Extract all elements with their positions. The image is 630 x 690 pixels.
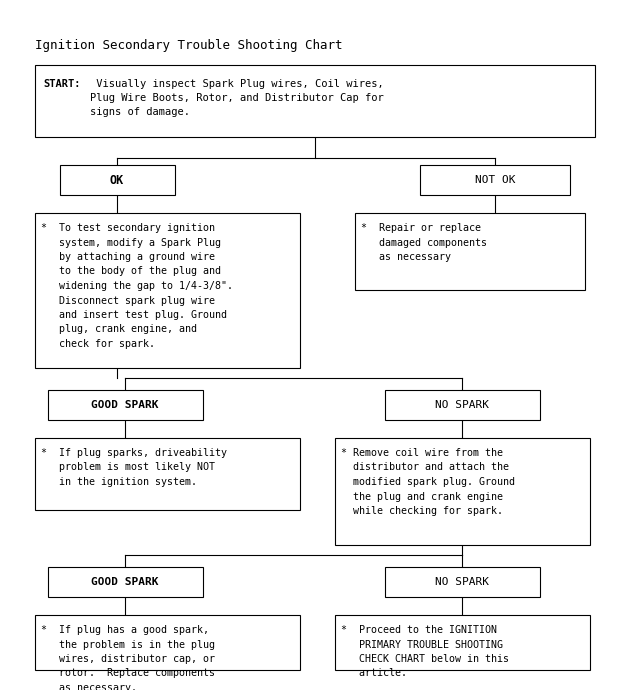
Text: *  Repair or replace: * Repair or replace: [361, 223, 481, 233]
Text: the plug and crank engine: the plug and crank engine: [341, 491, 503, 502]
Bar: [335, 615, 590, 670]
Bar: [35, 213, 300, 368]
Text: Disconnect spark plug wire: Disconnect spark plug wire: [41, 295, 215, 306]
Bar: [35, 438, 300, 510]
Text: *  Proceed to the IGNITION: * Proceed to the IGNITION: [341, 625, 497, 635]
Text: * Remove coil wire from the: * Remove coil wire from the: [341, 448, 503, 458]
Text: check for spark.: check for spark.: [41, 339, 155, 349]
Text: and insert test plug. Ground: and insert test plug. Ground: [41, 310, 227, 320]
Bar: [420, 165, 570, 195]
Text: GOOD SPARK: GOOD SPARK: [91, 577, 159, 587]
Text: modified spark plug. Ground: modified spark plug. Ground: [341, 477, 515, 487]
Text: Visually inspect Spark Plug wires, Coil wires,: Visually inspect Spark Plug wires, Coil …: [90, 79, 384, 89]
Text: problem is most likely NOT: problem is most likely NOT: [41, 462, 215, 473]
Text: *  If plug sparks, driveability: * If plug sparks, driveability: [41, 448, 227, 458]
Text: plug, crank engine, and: plug, crank engine, and: [41, 324, 197, 335]
Text: to the body of the plug and: to the body of the plug and: [41, 266, 221, 277]
Text: as necessary: as necessary: [361, 252, 451, 262]
Bar: [35, 615, 300, 670]
Bar: [385, 390, 540, 420]
Text: article.: article.: [341, 669, 407, 678]
Text: system, modify a Spark Plug: system, modify a Spark Plug: [41, 237, 221, 248]
Text: OK: OK: [110, 173, 124, 186]
Text: Ignition Secondary Trouble Shooting Chart: Ignition Secondary Trouble Shooting Char…: [35, 39, 343, 52]
Text: widening the gap to 1/4-3/8".: widening the gap to 1/4-3/8".: [41, 281, 233, 291]
Text: PRIMARY TROUBLE SHOOTING: PRIMARY TROUBLE SHOOTING: [341, 640, 503, 649]
Text: rotor.  Replace components: rotor. Replace components: [41, 669, 215, 678]
Bar: [335, 438, 590, 545]
Text: wires, distributor cap, or: wires, distributor cap, or: [41, 654, 215, 664]
Text: in the ignition system.: in the ignition system.: [41, 477, 197, 487]
Bar: [385, 567, 540, 597]
Text: START:: START:: [43, 79, 81, 89]
Bar: [35, 65, 595, 137]
Text: NOT OK: NOT OK: [475, 175, 515, 185]
Text: while checking for spark.: while checking for spark.: [341, 506, 503, 516]
Text: signs of damage.: signs of damage.: [90, 107, 190, 117]
Bar: [48, 567, 203, 597]
Text: the problem is in the plug: the problem is in the plug: [41, 640, 215, 649]
Text: damaged components: damaged components: [361, 237, 487, 248]
Bar: [355, 213, 585, 290]
Text: CHECK CHART below in this: CHECK CHART below in this: [341, 654, 509, 664]
Text: *  To test secondary ignition: * To test secondary ignition: [41, 223, 215, 233]
Text: NO SPARK: NO SPARK: [435, 577, 489, 587]
Bar: [60, 165, 175, 195]
Text: distributor and attach the: distributor and attach the: [341, 462, 509, 473]
Text: NO SPARK: NO SPARK: [435, 400, 489, 410]
Bar: [48, 390, 203, 420]
Text: *  If plug has a good spark,: * If plug has a good spark,: [41, 625, 209, 635]
Text: Plug Wire Boots, Rotor, and Distributor Cap for: Plug Wire Boots, Rotor, and Distributor …: [90, 93, 384, 103]
Text: as necessary.: as necessary.: [41, 683, 137, 690]
Text: by attaching a ground wire: by attaching a ground wire: [41, 252, 215, 262]
Text: GOOD SPARK: GOOD SPARK: [91, 400, 159, 410]
